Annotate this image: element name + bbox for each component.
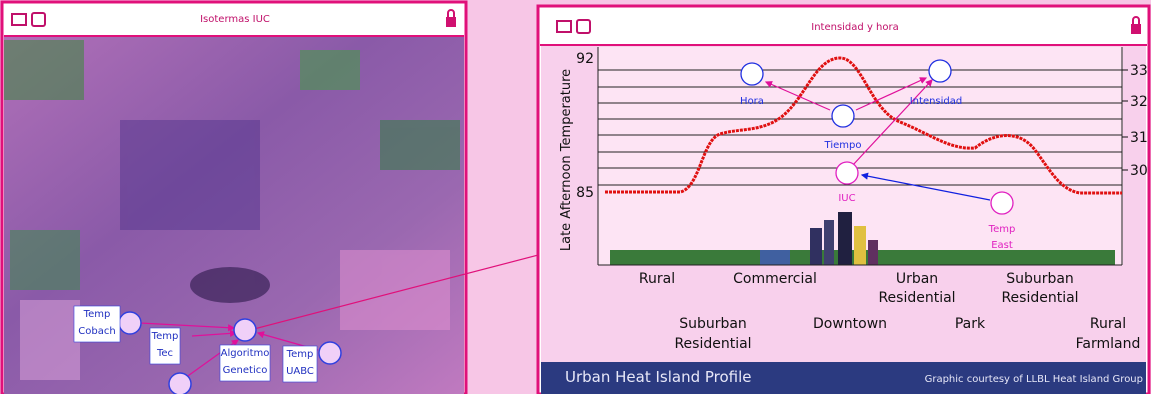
node[interactable] bbox=[233, 318, 257, 342]
node-label: IUC bbox=[838, 193, 855, 204]
node[interactable] bbox=[318, 341, 342, 365]
window-title: Isotermas IUC bbox=[200, 14, 270, 25]
label-box bbox=[219, 344, 271, 382]
node-label: Cobach bbox=[78, 326, 115, 337]
zone-label: Rural bbox=[639, 271, 675, 287]
node[interactable] bbox=[928, 59, 952, 83]
zone-label: Residential bbox=[674, 336, 751, 352]
window-icon[interactable] bbox=[31, 12, 46, 27]
window-icon[interactable] bbox=[576, 19, 591, 34]
node[interactable] bbox=[118, 311, 142, 335]
window-icon[interactable] bbox=[11, 13, 27, 26]
node-label: Hora bbox=[740, 96, 764, 107]
arrow bbox=[139, 322, 236, 332]
temperature-curve bbox=[605, 56, 1122, 195]
arrow bbox=[860, 172, 991, 201]
node-label: Algoritmo bbox=[221, 348, 270, 359]
zone-label: Residential bbox=[878, 290, 955, 306]
node-label: Temp bbox=[83, 309, 111, 320]
tick-label: 32 bbox=[1130, 94, 1148, 110]
node-label: Temp bbox=[988, 224, 1016, 235]
zone-label: Commercial bbox=[733, 271, 817, 287]
zone-label: Park bbox=[955, 316, 986, 332]
node-label: Temp bbox=[286, 349, 314, 360]
window-icon[interactable] bbox=[556, 20, 572, 33]
node[interactable] bbox=[831, 104, 855, 128]
skyline bbox=[610, 212, 1115, 265]
footer-bar bbox=[541, 362, 1146, 394]
tick-label: 92 bbox=[576, 51, 594, 67]
node[interactable] bbox=[835, 161, 859, 185]
arrow bbox=[764, 81, 831, 111]
arrow bbox=[855, 77, 928, 111]
node-label: Temp bbox=[151, 331, 179, 342]
tick-label: 33 bbox=[1130, 63, 1148, 79]
title-bar bbox=[540, 8, 1147, 45]
node[interactable] bbox=[168, 372, 192, 394]
node-label: East bbox=[991, 240, 1013, 251]
node[interactable] bbox=[990, 191, 1014, 215]
arrow bbox=[191, 329, 238, 337]
arrow bbox=[851, 79, 933, 167]
zone-label: Farmland bbox=[1076, 336, 1141, 352]
footer-credit: Graphic courtesy of LLBL Heat Island Gro… bbox=[925, 374, 1143, 385]
node-label: Intensidad bbox=[910, 96, 963, 107]
node[interactable] bbox=[740, 62, 764, 86]
zone-label: Downtown bbox=[813, 316, 887, 332]
tick-label: 85 bbox=[576, 185, 594, 201]
node-label: Tec bbox=[156, 348, 173, 359]
zone-label: Rural bbox=[1090, 316, 1126, 332]
label-box bbox=[282, 345, 318, 383]
zone-label: Suburban bbox=[679, 316, 747, 332]
node-label: Tiempo bbox=[824, 140, 862, 151]
window-title: Intensidad y hora bbox=[811, 22, 898, 33]
zone-label: Suburban bbox=[1006, 271, 1074, 287]
tick-label: 30 bbox=[1130, 163, 1148, 179]
title-bar bbox=[4, 4, 464, 36]
tick-label: 31 bbox=[1130, 130, 1148, 146]
lock-icon[interactable] bbox=[1131, 24, 1141, 34]
footer-title: Urban Heat Island Profile bbox=[565, 368, 752, 386]
zone-label: Urban bbox=[896, 271, 938, 287]
satellite-texture bbox=[4, 40, 460, 380]
lock-icon[interactable] bbox=[446, 17, 456, 27]
label-box bbox=[73, 305, 121, 343]
axis-label: Late Afternoon Temperature bbox=[559, 69, 574, 251]
node-label: Genetico bbox=[223, 365, 268, 376]
label-box bbox=[149, 327, 181, 365]
zone-label: Residential bbox=[1001, 290, 1078, 306]
node-label: UABC bbox=[286, 366, 314, 377]
